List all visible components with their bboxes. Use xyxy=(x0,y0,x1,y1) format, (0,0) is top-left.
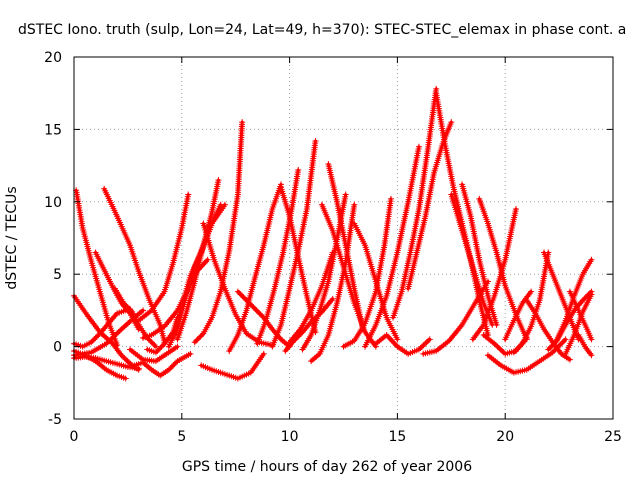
plus-markers xyxy=(277,184,319,336)
data-series xyxy=(484,336,569,376)
data-series xyxy=(340,195,394,350)
data-series xyxy=(325,161,366,333)
plus-markers xyxy=(226,181,284,354)
x-tick-label: 10 xyxy=(281,429,299,445)
plus-markers xyxy=(191,119,246,346)
chart-title: dSTEC Iono. truth (sulp, Lon=24, Lat=49,… xyxy=(18,22,626,38)
plus-markers xyxy=(484,336,569,376)
data-series xyxy=(71,353,142,372)
data-series xyxy=(111,285,159,350)
data-series xyxy=(523,297,573,363)
plus-markers xyxy=(325,161,366,333)
x-axis-label: GPS time / hours of day 262 of year 2006 xyxy=(182,459,472,475)
data-series xyxy=(191,119,246,346)
plus-markers xyxy=(135,191,192,324)
plot-border xyxy=(73,56,614,420)
plus-markers xyxy=(73,187,121,349)
y-tick-label: -5 xyxy=(48,412,62,428)
plus-markers xyxy=(469,206,519,343)
series-layer xyxy=(71,85,595,382)
plus-markers xyxy=(390,85,440,321)
y-tick-label: 20 xyxy=(44,50,62,66)
plus-markers xyxy=(459,181,500,328)
data-series xyxy=(198,350,267,382)
x-tick-label: 25 xyxy=(604,429,622,445)
data-series xyxy=(372,332,433,357)
data-series xyxy=(318,201,379,350)
data-series xyxy=(71,305,134,350)
data-series xyxy=(299,191,349,353)
data-series xyxy=(254,166,302,347)
plus-markers xyxy=(562,291,595,357)
data-series xyxy=(308,201,358,365)
data-series xyxy=(420,278,491,357)
data-series xyxy=(226,181,284,354)
data-series xyxy=(469,206,519,343)
data-series xyxy=(510,249,552,356)
y-tick-label: 15 xyxy=(44,122,62,138)
data-series xyxy=(101,185,168,346)
plus-markers xyxy=(111,285,159,350)
y-tick-label: 10 xyxy=(44,195,62,211)
plus-markers xyxy=(254,166,302,347)
data-series xyxy=(269,137,319,350)
ticks: 0 5 10 15 20 25 -5 0 5 10 15 20 xyxy=(44,50,622,445)
plus-markers xyxy=(340,195,394,350)
y-tick-label: 0 xyxy=(53,340,62,356)
plus-markers xyxy=(476,195,530,343)
plus-markers xyxy=(566,288,595,343)
plus-markers xyxy=(351,220,401,343)
data-series xyxy=(351,220,401,343)
plus-markers xyxy=(510,249,552,356)
plus-markers xyxy=(308,201,358,365)
plus-markers xyxy=(372,332,433,357)
x-tick-label: 20 xyxy=(496,429,514,445)
x-tick-label: 5 xyxy=(177,429,186,445)
plus-markers xyxy=(131,350,194,379)
data-series xyxy=(433,90,491,339)
plus-markers xyxy=(198,350,267,382)
x-tick-label: 15 xyxy=(388,429,406,445)
y-tick-label: 5 xyxy=(53,267,62,283)
data-series xyxy=(73,187,121,349)
data-series xyxy=(575,332,595,359)
data-series xyxy=(286,249,336,346)
y-axis-label: dSTEC / TECUs xyxy=(4,186,20,289)
data-series xyxy=(562,291,595,357)
series-trace xyxy=(193,120,244,344)
data-series xyxy=(135,191,192,324)
plus-markers xyxy=(420,278,491,357)
plus-markers xyxy=(362,143,422,350)
data-series xyxy=(362,143,422,350)
data-series xyxy=(566,288,595,343)
plus-markers xyxy=(286,249,336,346)
plus-markers xyxy=(575,332,595,359)
data-series xyxy=(131,350,194,379)
data-series xyxy=(127,343,181,365)
data-series xyxy=(390,85,440,321)
grid xyxy=(74,57,613,419)
x-tick-label: 0 xyxy=(70,429,79,445)
plus-markers xyxy=(127,343,181,365)
